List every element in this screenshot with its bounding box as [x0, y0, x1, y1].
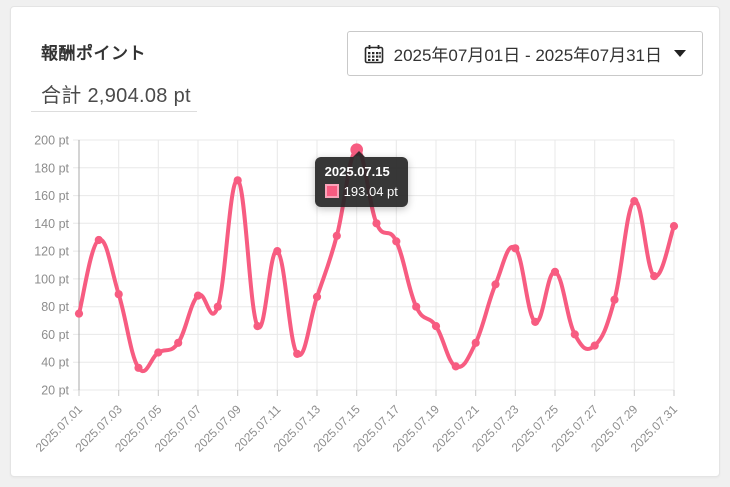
tooltip-title: 2025.07.15 [324, 163, 390, 179]
data-point[interactable] [511, 244, 520, 253]
y-tick-label: 80 pt [41, 300, 69, 314]
y-tick-label: 20 pt [41, 384, 69, 398]
data-point[interactable] [174, 338, 183, 347]
y-tick-label: 180 pt [34, 161, 69, 175]
data-point[interactable] [471, 338, 480, 347]
y-tick-label: 160 pt [34, 189, 69, 203]
data-point[interactable] [412, 302, 421, 311]
data-point[interactable] [669, 222, 679, 231]
data-point[interactable] [94, 235, 103, 245]
data-point[interactable] [531, 317, 540, 326]
page-title: 報酬ポイント [41, 44, 146, 63]
y-tick-label: 120 pt [34, 245, 69, 259]
data-point[interactable] [491, 280, 500, 289]
data-point[interactable] [570, 330, 579, 339]
chart-tooltip: 2025.07.15 193.04 pt [314, 150, 408, 207]
tooltip-caret-icon [352, 150, 365, 157]
total-label: 合計 [41, 85, 82, 107]
data-point[interactable] [253, 322, 262, 331]
data-point[interactable] [451, 362, 460, 371]
chevron-down-icon [674, 50, 686, 57]
date-range-value: 2025年07月01日 - 2025年07月31日 [393, 46, 662, 65]
y-tick-label: 60 pt [41, 328, 69, 342]
y-tick-label: 40 pt [41, 356, 69, 370]
data-point[interactable] [233, 176, 242, 185]
data-point[interactable] [590, 341, 599, 350]
chart: 20 pt 40 pt 60 pt 80 pt 100 pt 120 pt 140 pt 16… [26, 126, 718, 471]
data-point[interactable] [273, 247, 282, 256]
data-point[interactable] [550, 267, 560, 276]
data-point[interactable] [431, 322, 441, 331]
data-point[interactable] [134, 363, 143, 372]
y-tick-label: 100 pt [34, 272, 69, 286]
data-point[interactable] [293, 349, 302, 358]
total-points: 合計 2,904.08 pt [41, 79, 191, 108]
tooltip-value: 193.04 pt [343, 183, 398, 199]
data-point[interactable] [193, 291, 203, 300]
data-point[interactable] [372, 219, 381, 228]
chart-svg: 20 pt 40 pt 60 pt 80 pt 100 pt 120 pt 140 pt 16… [33, 134, 681, 455]
data-point[interactable] [650, 272, 659, 281]
data-point[interactable] [332, 231, 341, 240]
total-value: 2,904.08 pt [87, 85, 191, 107]
reward-points-card: 報酬ポイント 2025年07月01日 - 2025年07月31日 合計 2,90… [10, 6, 720, 477]
date-range-picker[interactable]: 2025年07月01日 - 2025年07月31日 [346, 31, 703, 76]
data-point[interactable] [392, 237, 401, 246]
data-point[interactable] [154, 348, 163, 357]
data-point[interactable] [213, 302, 222, 311]
total-underline [31, 111, 197, 112]
data-point[interactable] [114, 290, 123, 299]
data-point[interactable] [630, 197, 639, 206]
y-tick-label: 140 pt [34, 217, 69, 231]
data-point[interactable] [312, 292, 322, 301]
calendar-icon [364, 44, 384, 64]
data-point[interactable] [74, 309, 84, 318]
y-tick-label: 200 pt [34, 134, 69, 148]
data-point[interactable] [610, 295, 619, 304]
tooltip-series-swatch [324, 184, 339, 199]
